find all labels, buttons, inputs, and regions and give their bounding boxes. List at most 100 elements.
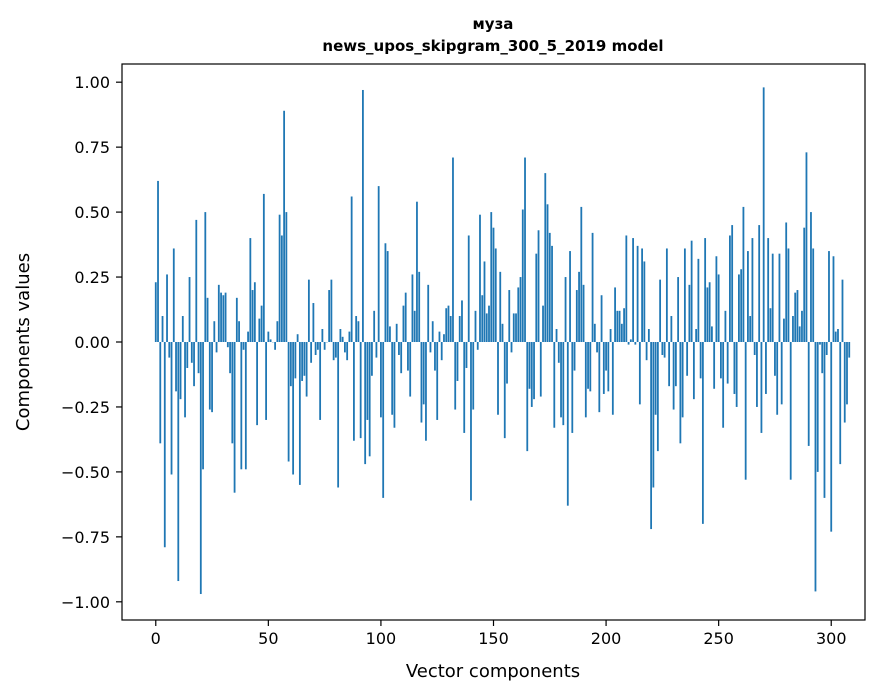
- bar: [235, 297, 238, 342]
- bar: [269, 339, 272, 342]
- bar: [508, 290, 511, 342]
- bar: [537, 230, 540, 342]
- bar: [204, 212, 207, 342]
- bar: [528, 342, 531, 389]
- bar: [497, 342, 499, 415]
- bar: [350, 196, 353, 342]
- bar: [769, 308, 772, 342]
- bar: [452, 157, 454, 342]
- bar: [231, 342, 234, 444]
- bar: [465, 342, 468, 368]
- bar: [492, 227, 495, 342]
- bar: [803, 227, 806, 342]
- bar: [810, 212, 812, 342]
- bar: [416, 201, 418, 342]
- bar: [654, 342, 657, 415]
- bar: [819, 342, 821, 345]
- bar: [395, 323, 398, 342]
- bar: [785, 222, 788, 342]
- bar: [571, 342, 574, 433]
- bar: [319, 342, 322, 420]
- bar: [425, 342, 427, 441]
- y-tick-label: 1.00: [74, 73, 110, 92]
- bar: [202, 342, 204, 470]
- bar: [307, 279, 310, 342]
- bar: [738, 274, 740, 342]
- bar: [841, 279, 844, 342]
- bar: [519, 277, 522, 342]
- bar: [305, 342, 308, 397]
- bar: [359, 342, 362, 439]
- bar: [251, 290, 254, 342]
- bar: [607, 342, 610, 392]
- bar: [787, 248, 790, 342]
- bar: [458, 316, 461, 342]
- bar: [515, 313, 517, 342]
- bar: [569, 251, 571, 342]
- bar: [679, 342, 682, 444]
- bar: [749, 316, 752, 342]
- bar: [778, 253, 781, 342]
- bar: [688, 284, 691, 342]
- bar: [260, 305, 263, 342]
- bar: [168, 342, 171, 358]
- bar: [224, 292, 227, 342]
- bar: [470, 342, 472, 501]
- bar: [747, 251, 749, 342]
- bar: [805, 152, 808, 342]
- bar: [510, 342, 513, 353]
- bar: [159, 342, 162, 444]
- bar: [535, 253, 538, 342]
- bar: [614, 287, 616, 342]
- bar: [184, 342, 186, 418]
- bar: [298, 342, 301, 485]
- bar: [733, 342, 736, 394]
- bar: [411, 274, 414, 342]
- bar: [332, 342, 335, 361]
- bar: [490, 212, 493, 342]
- bar: [524, 157, 526, 342]
- bar: [771, 253, 774, 342]
- bar: [323, 342, 326, 350]
- bar: [330, 279, 333, 342]
- bar: [548, 232, 551, 342]
- bar: [767, 238, 770, 342]
- bar: [814, 342, 817, 592]
- bar: [830, 342, 833, 532]
- bar: [267, 331, 270, 342]
- bar: [580, 206, 583, 342]
- bar: [627, 342, 630, 345]
- bar: [846, 342, 848, 405]
- bar: [386, 251, 389, 342]
- bar: [542, 305, 544, 342]
- bar: [636, 245, 639, 342]
- bar: [544, 173, 547, 342]
- bar: [422, 342, 425, 405]
- bar: [247, 331, 249, 342]
- bar: [362, 89, 364, 342]
- bar: [456, 342, 459, 381]
- bar: [186, 342, 189, 368]
- bar: [629, 339, 632, 342]
- bar: [443, 334, 445, 342]
- bar: [161, 316, 164, 342]
- bar: [762, 87, 765, 342]
- x-tick-label: 200: [591, 629, 622, 648]
- bar: [364, 342, 367, 465]
- bar: [575, 290, 578, 342]
- bar: [704, 238, 707, 342]
- bar: [555, 329, 558, 342]
- bar: [620, 323, 623, 342]
- bar: [587, 342, 589, 389]
- bar: [596, 342, 598, 353]
- bar: [213, 321, 216, 342]
- bar: [262, 193, 265, 342]
- bar: [436, 342, 439, 420]
- bar: [562, 342, 565, 426]
- bar: [740, 269, 743, 342]
- bar: [546, 204, 549, 342]
- bar: [440, 342, 443, 361]
- bar: [765, 342, 767, 394]
